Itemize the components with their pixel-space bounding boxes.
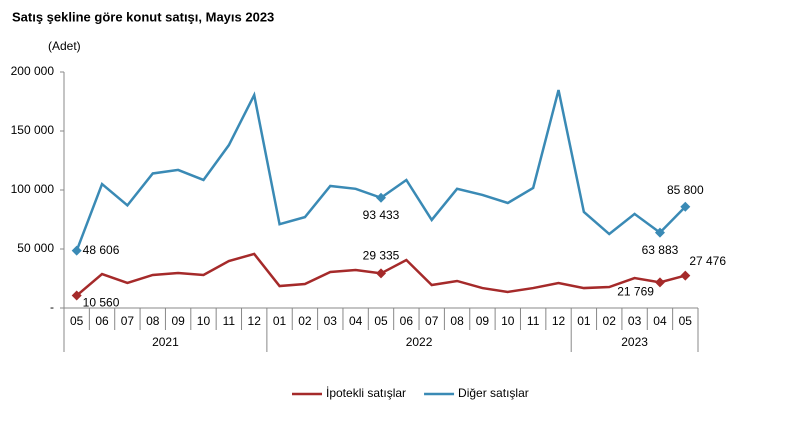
point-marker (654, 277, 665, 288)
data-label: 10 560 (83, 296, 120, 310)
point-marker (680, 270, 691, 281)
x-tick-label: 02 (298, 314, 312, 328)
x-group-label: 2022 (406, 335, 433, 349)
x-tick-label: 11 (527, 314, 540, 328)
x-tick-label: 02 (603, 314, 617, 328)
legend-label: Diğer satışlar (458, 386, 529, 400)
x-tick-label: 01 (273, 314, 287, 328)
x-tick-label: 08 (450, 314, 464, 328)
y-tick-label: 50 000 (17, 241, 54, 255)
x-tick-label: 10 (501, 314, 515, 328)
x-tick-label: 03 (628, 314, 642, 328)
point-marker (71, 245, 82, 256)
data-label: 29 335 (363, 249, 400, 263)
data-label: 21 769 (617, 284, 654, 298)
x-tick-label: 04 (349, 314, 363, 328)
x-tick-label: 05 (70, 314, 84, 328)
y-axis-label: (Adet) (48, 39, 81, 53)
x-tick-label: 12 (552, 314, 566, 328)
legend-label: İpotekli satışlar (326, 386, 406, 400)
x-tick-label: 08 (146, 314, 160, 328)
point-marker (654, 227, 665, 238)
point-marker (680, 201, 691, 212)
x-tick-label: 09 (476, 314, 490, 328)
chart-title: Satış şekline göre konut satışı, Mayıs 2… (12, 9, 274, 24)
x-tick-label: 05 (679, 314, 693, 328)
x-tick-label: 12 (248, 314, 262, 328)
x-tick-label: 03 (324, 314, 338, 328)
x-tick-label: 06 (95, 314, 109, 328)
data-label: 63 883 (642, 243, 679, 257)
point-marker (376, 192, 386, 203)
y-tick-label: 150 000 (11, 123, 55, 137)
data-label: 93 433 (363, 208, 400, 222)
x-tick-label: 01 (577, 314, 591, 328)
x-tick-label: 06 (400, 314, 414, 328)
y-tick-label: - (50, 300, 54, 314)
data-label: 48 606 (83, 243, 120, 257)
x-tick-label: 10 (197, 314, 211, 328)
x-tick-label: 07 (121, 314, 135, 328)
x-group-label: 2021 (152, 335, 179, 349)
x-group-label: 2023 (621, 335, 648, 349)
data-label: 27 476 (689, 254, 726, 268)
x-tick-label: 07 (425, 314, 439, 328)
x-tick-label: 09 (171, 314, 185, 328)
x-tick-label: 04 (653, 314, 667, 328)
y-tick-label: 200 000 (11, 64, 55, 78)
data-label: 85 800 (667, 183, 704, 197)
y-tick-label: 100 000 (11, 182, 55, 196)
x-tick-label: 05 (374, 314, 388, 328)
series-line (75, 89, 687, 252)
point-marker (71, 290, 82, 301)
point-marker (376, 268, 386, 279)
x-tick-label: 11 (223, 314, 236, 328)
